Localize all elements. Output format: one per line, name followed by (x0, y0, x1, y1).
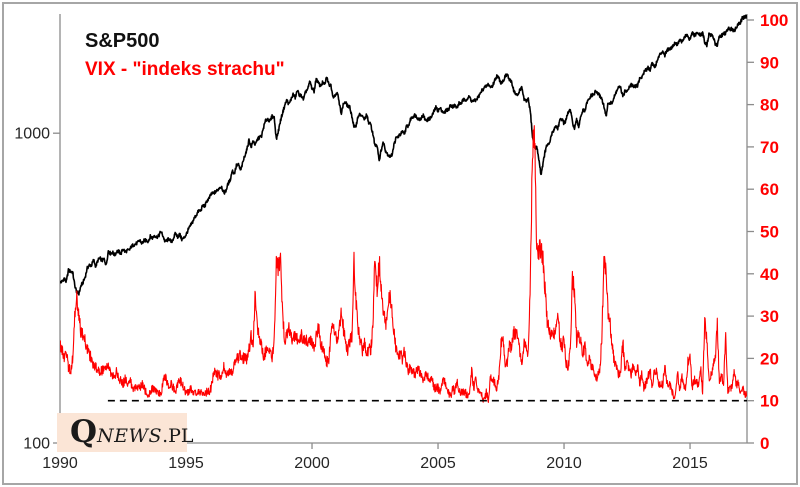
svg-text:2000: 2000 (294, 455, 330, 472)
svg-text:40: 40 (760, 265, 779, 284)
svg-text:2005: 2005 (420, 455, 456, 472)
svg-text:100: 100 (23, 436, 50, 453)
svg-text:10: 10 (760, 392, 779, 411)
svg-text:1990: 1990 (42, 455, 78, 472)
x-axis-ticks: 1990 1995 2000 2005 2010 2015 (42, 443, 708, 472)
qnews-watermark: Q NEWS .PL (57, 413, 194, 452)
svg-text:90: 90 (760, 53, 779, 72)
sp500-line (60, 14, 747, 296)
series-lines (60, 14, 747, 403)
svg-text:80: 80 (760, 96, 779, 115)
svg-text:20: 20 (760, 349, 779, 368)
svg-text:1995: 1995 (168, 455, 204, 472)
svg-text:50: 50 (760, 223, 779, 242)
left-axis-ticks: 1000 100 (14, 126, 60, 453)
logo-pl-text: .PL (162, 425, 194, 447)
svg-text:2015: 2015 (672, 455, 708, 472)
series-label-vix: VIX - "indeks strachu" (85, 59, 285, 80)
svg-text:30: 30 (760, 307, 779, 326)
svg-text:1000: 1000 (14, 126, 50, 143)
logo-letter-q: Q (70, 414, 98, 450)
svg-text:60: 60 (760, 180, 779, 199)
logo-news-text: NEWS (97, 425, 163, 447)
svg-text:100: 100 (760, 11, 788, 30)
series-label-sp500: S&P500 (85, 30, 160, 52)
svg-text:0: 0 (760, 434, 769, 453)
svg-text:70: 70 (760, 138, 779, 157)
vix-line (60, 125, 747, 403)
svg-text:2010: 2010 (546, 455, 582, 472)
